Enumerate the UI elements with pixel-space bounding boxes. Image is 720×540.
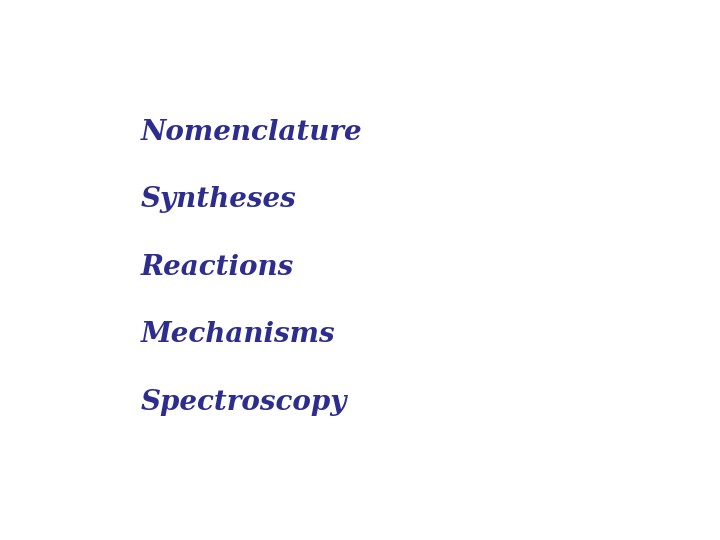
Text: Reactions: Reactions [140,254,294,281]
Text: Spectroscopy: Spectroscopy [140,389,347,416]
Text: Nomenclature: Nomenclature [140,119,362,146]
Text: Syntheses: Syntheses [140,186,296,213]
Text: Mechanisms: Mechanisms [140,321,335,348]
